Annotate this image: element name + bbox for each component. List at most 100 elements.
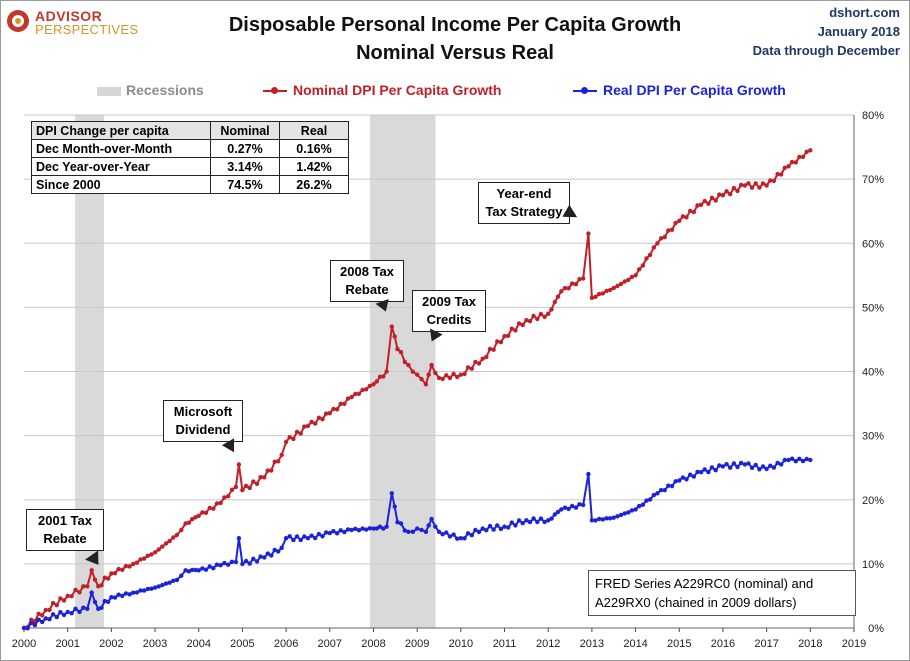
real-point [465,531,471,536]
real-point [81,605,86,610]
real-point [109,595,114,600]
nominal-point [629,274,635,280]
x-tick-label: 2006 [274,638,298,650]
nominal-point [491,347,496,352]
real-point [597,516,602,522]
real-point [171,578,176,583]
real-point [279,545,284,550]
real-point [207,564,212,569]
nominal-point [633,273,638,278]
real-point [389,491,394,496]
real-point [717,463,722,468]
real-point [426,523,431,528]
real-point [611,515,616,520]
nominal-point [709,195,715,200]
real-point [65,609,70,615]
source-note: FRED Series A229RC0 (nominal) and A229RX… [588,570,856,616]
real-point [92,599,98,605]
real-point [69,611,74,616]
real-point [58,610,63,615]
real-point [211,566,216,571]
real-point [25,626,30,631]
nominal-point [691,209,696,215]
stats-real-value: 0.16% [279,139,349,158]
nominal-point [73,587,78,593]
nominal-point [294,429,300,435]
nominal-point [327,411,332,416]
real-point [775,460,780,466]
annotation-line: 2008 Tax [340,264,394,279]
nominal-point [513,328,518,333]
nominal-point [353,391,358,397]
real-point [581,502,586,508]
logo-line-2: PERSPECTIVES [35,22,139,37]
nominal-point [706,201,711,206]
nominal-point [775,171,780,177]
real-point [251,556,256,561]
real-point [395,520,400,525]
real-point [698,470,704,475]
nominal-point [334,407,340,412]
real-point [254,559,260,564]
nominal-point [360,387,365,393]
real-point [555,509,561,515]
nominal-point [207,505,212,511]
data-note: Data through December [752,43,900,58]
nominal-point [673,220,678,226]
annotation-line: 2009 Tax [422,294,476,309]
real-point [669,483,675,489]
real-point [728,465,733,470]
nominal-point [506,333,511,338]
y-tick-label: 50% [862,302,884,314]
real-point [77,609,82,615]
x-tick-label: 2012 [536,638,560,650]
nominal-point [123,563,129,569]
real-point [138,588,143,593]
nominal-point [546,311,551,316]
nominal-point [109,571,114,576]
legend-nominal-label: Nominal DPI Per Capita Growth [293,82,502,98]
real-point [440,532,445,537]
nominal-point [589,295,595,300]
nominal-point [29,617,34,622]
real-point [535,519,540,525]
nominal-point [298,431,303,436]
annotation-line: Credits [426,312,472,327]
real-point [377,524,383,529]
real-point [808,457,813,463]
real-line-marker-icon [573,85,597,97]
y-tick-label: 30% [862,431,884,443]
stats-header-real: Real [279,121,349,140]
nominal-point [81,584,86,589]
stats-row: Dec Month-over-Month 0.27% 0.16% [31,139,349,158]
real-point [145,586,150,592]
nominal-point [419,376,424,382]
real-point [789,456,795,461]
annotation-line: Rebate [43,531,87,546]
nominal-point [702,198,707,204]
real-point [21,625,27,631]
stats-nominal-value: 74.5% [210,175,280,194]
nominal-point [586,231,591,236]
x-tick-label: 2007 [318,638,342,650]
real-point [89,590,94,595]
nominal-point [163,541,169,546]
nominal-point [549,307,554,312]
stats-real-value: 26.2% [279,175,349,194]
nominal-point [134,560,140,565]
x-tick-label: 2003 [143,638,167,650]
nominal-point [695,203,700,208]
real-point [152,585,158,590]
real-point [662,488,667,493]
real-point [258,554,263,559]
nominal-point [233,484,239,490]
real-point [469,533,474,538]
nominal-point [415,372,420,377]
nominal-point [313,421,318,426]
nominal-point [604,288,609,294]
real-point [651,492,656,498]
nominal-point [647,252,653,258]
nominal-point [618,281,624,287]
nominal-point [615,283,620,289]
real-point [196,568,201,573]
